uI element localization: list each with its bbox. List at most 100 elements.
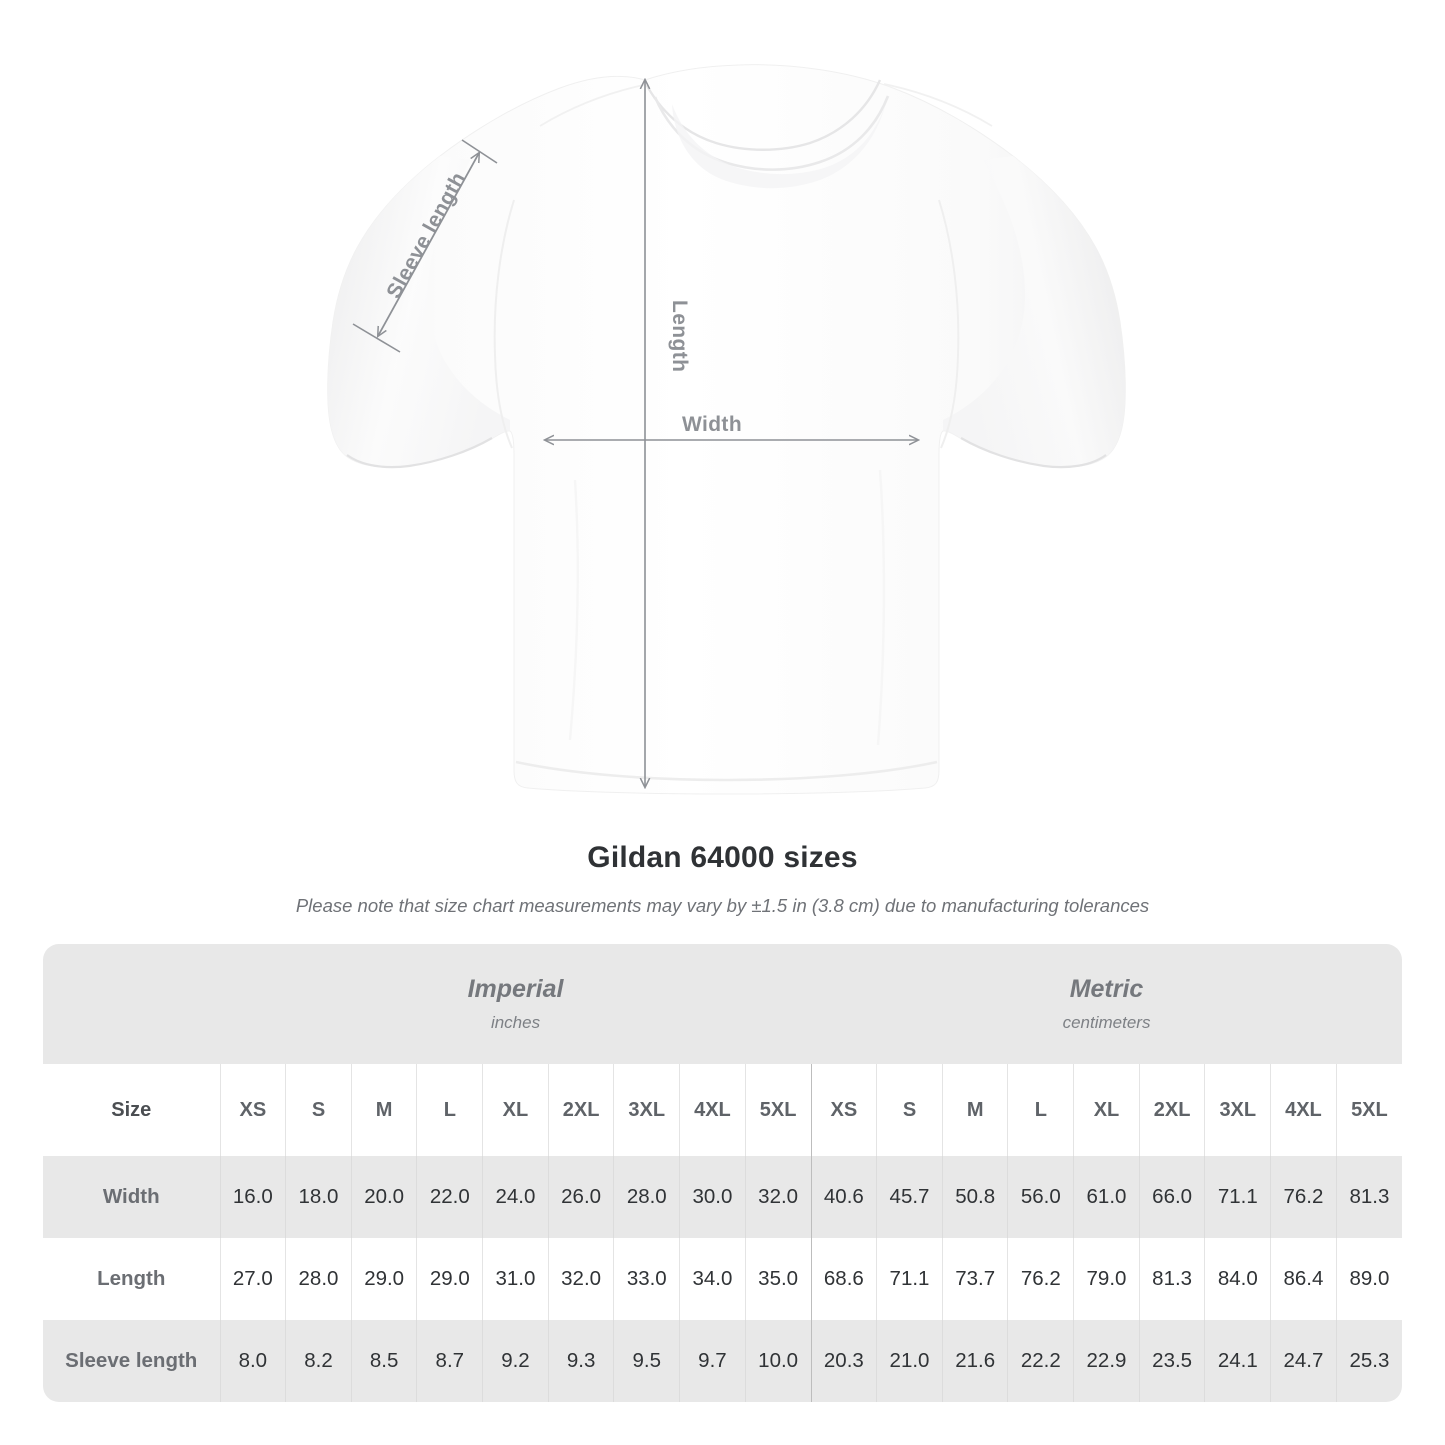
size-header-cell: S — [876, 1064, 943, 1156]
size-header-label: Size — [43, 1064, 220, 1156]
tshirt-shape — [327, 64, 1126, 795]
measurement-cell: 50.8 — [941, 1156, 1008, 1238]
measurement-cell: 10.0 — [744, 1320, 812, 1402]
size-header-cell: L — [416, 1064, 483, 1156]
width-label: Width — [682, 413, 742, 436]
size-header-cell: 5XL — [744, 1064, 812, 1156]
measurement-cell: 16.0 — [219, 1156, 286, 1238]
measurement-cell: 8.2 — [285, 1320, 352, 1402]
measurement-cell: 9.5 — [613, 1320, 680, 1402]
tshirt-fold-2 — [876, 469, 886, 746]
measurement-cell: 20.3 — [810, 1320, 877, 1402]
width-dimension: Width — [545, 413, 918, 440]
size-header-cell: XL — [482, 1064, 549, 1156]
size-chart-table: Imperial inches Metric centimeters Size XS S M L… — [43, 944, 1403, 1402]
measurement-cell: 66.0 — [1138, 1156, 1205, 1238]
tshirt-right-sleeve — [943, 156, 1126, 468]
size-header-cell: M — [350, 1064, 417, 1156]
unit-section-unit: centimeters — [1062, 1012, 1151, 1032]
measurement-cell: 21.0 — [876, 1320, 943, 1402]
size-header-cell: 2XL — [1138, 1064, 1205, 1156]
measurement-cell: 22.9 — [1073, 1320, 1140, 1402]
size-header-cell: XS — [219, 1064, 286, 1156]
tshirt-left-armhole — [493, 199, 515, 449]
measurement-cell: 81.3 — [1138, 1238, 1205, 1320]
measurement-cell: 20.0 — [350, 1156, 417, 1238]
measurement-cell: 24.0 — [482, 1156, 549, 1238]
size-header-cell: S — [285, 1064, 352, 1156]
unit-section-row: Imperial inches Metric centimeters — [43, 944, 1403, 1064]
measurement-cell: 79.0 — [1073, 1238, 1140, 1320]
tshirt-bottom-hem — [515, 760, 938, 782]
unit-section-unit: inches — [490, 1012, 541, 1032]
measurement-cell: 73.7 — [941, 1238, 1008, 1320]
length-dimension: Length — [645, 80, 691, 787]
measurement-cell: 25.3 — [1335, 1320, 1403, 1402]
size-header-cell: 2XL — [547, 1064, 614, 1156]
measurement-cell: 8.7 — [416, 1320, 483, 1402]
tshirt-right-shoulder-seam — [883, 83, 993, 127]
measurement-cell: 68.6 — [810, 1238, 877, 1320]
measurement-cell: 56.0 — [1007, 1156, 1074, 1238]
measurement-cell: 26.0 — [547, 1156, 614, 1238]
size-header-cell: XL — [1073, 1064, 1140, 1156]
measurement-cell: 22.2 — [1007, 1320, 1074, 1402]
measurement-cell: 61.0 — [1073, 1156, 1140, 1238]
measurement-cell: 86.4 — [1270, 1238, 1337, 1320]
measurement-row-label: Sleeve length — [43, 1320, 220, 1402]
table-row: Sleeve length 8.0 8.2 8.5 8.7 9.2 9.3 9.5 9.7 10.… — [43, 1320, 1403, 1402]
tshirt-right-armhole — [938, 199, 960, 449]
measurement-cell: 29.0 — [416, 1238, 483, 1320]
measurement-cell: 21.6 — [941, 1320, 1008, 1402]
measurement-cell: 34.0 — [679, 1238, 746, 1320]
measurement-cell: 30.0 — [679, 1156, 746, 1238]
measurement-cell: 76.2 — [1270, 1156, 1337, 1238]
sleeve-length-arrow — [378, 153, 479, 336]
measurement-cell: 81.3 — [1335, 1156, 1403, 1238]
measurement-cell: 9.7 — [679, 1320, 746, 1402]
measurement-cell: 28.0 — [285, 1238, 352, 1320]
measurement-cell: 8.0 — [219, 1320, 286, 1402]
size-header-cell: 5XL — [1335, 1064, 1403, 1156]
size-header-cell: 3XL — [613, 1064, 680, 1156]
tshirt-neck-opening — [672, 103, 886, 189]
tshirt-measurement-diagram: Sleeve length Length Width — [327, 64, 1126, 795]
measurement-cell: 76.2 — [1007, 1238, 1074, 1320]
size-header-cell: M — [941, 1064, 1008, 1156]
tshirt-right-sleeve-hem — [960, 437, 1107, 469]
measurement-cell: 32.0 — [547, 1238, 614, 1320]
size-header-cell: 4XL — [1270, 1064, 1337, 1156]
length-label: Length — [668, 300, 691, 372]
measurement-cell: 31.0 — [482, 1238, 549, 1320]
measurement-row-label: Width — [43, 1156, 220, 1238]
size-header-cell: L — [1007, 1064, 1074, 1156]
unit-row-spacer — [43, 944, 220, 1064]
tshirt-left-shoulder-seam — [539, 83, 649, 127]
unit-section-imperial: Imperial inches — [220, 944, 812, 1064]
measurement-cell: 71.1 — [876, 1238, 943, 1320]
size-header-cell: 3XL — [1204, 1064, 1271, 1156]
tolerance-note: Please note that size chart measurements… — [295, 895, 1150, 916]
measurement-cell: 27.0 — [219, 1238, 286, 1320]
unit-section-name: Metric — [1069, 974, 1144, 1003]
measurement-cell: 29.0 — [350, 1238, 417, 1320]
measurement-cell: 84.0 — [1204, 1238, 1271, 1320]
measurement-cell: 71.1 — [1204, 1156, 1271, 1238]
measurement-cell: 24.1 — [1204, 1320, 1271, 1402]
size-header-cell: XS — [810, 1064, 877, 1156]
measurement-cell: 18.0 — [285, 1156, 352, 1238]
measurement-cell: 33.0 — [613, 1238, 680, 1320]
measurement-cell: 23.5 — [1138, 1320, 1205, 1402]
table-row: Length 27.0 28.0 29.0 29.0 31.0 32.0 33.0 34.0 35… — [43, 1238, 1403, 1320]
unit-section-name: Imperial — [467, 974, 564, 1003]
measurement-cell: 22.0 — [416, 1156, 483, 1238]
measurement-cell: 89.0 — [1335, 1238, 1403, 1320]
tshirt-fold-1 — [568, 479, 579, 741]
size-header-cell: 4XL — [679, 1064, 746, 1156]
size-chart-table-wrap: Imperial inches Metric centimeters Size XS S M L… — [43, 944, 1403, 1402]
sleeve-tick-bottom — [352, 323, 401, 353]
unit-section-metric: Metric centimeters — [811, 944, 1403, 1064]
tshirt-left-sleeve-hem — [346, 437, 493, 469]
measurement-row-label: Length — [43, 1238, 220, 1320]
measurement-cell: 8.5 — [350, 1320, 417, 1402]
